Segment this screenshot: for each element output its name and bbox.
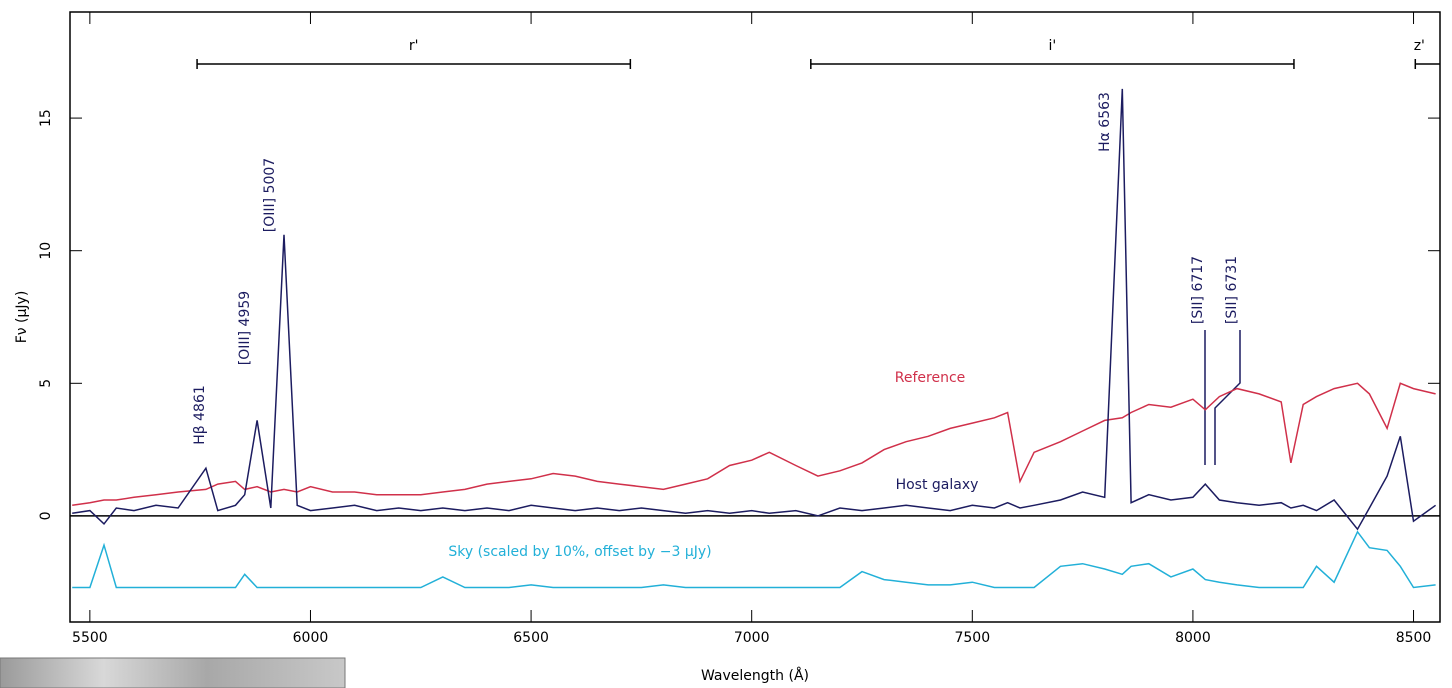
line-label: [OIII] 5007 [262, 158, 278, 232]
band-label: r' [409, 38, 419, 54]
plot-frame [69, 11, 1441, 623]
line-label: Hβ 4861 [192, 385, 208, 445]
series-line [72, 382, 1436, 507]
x-tick-label: 6000 [293, 630, 329, 646]
series-label: Sky (scaled by 10%, offset by −3 μJy) [448, 544, 711, 560]
y-tick-label: 15 [38, 109, 54, 127]
x-tick-label: 7500 [954, 630, 990, 646]
y-tick-label: 10 [38, 242, 54, 260]
line-label: Hα 6563 [1097, 92, 1113, 152]
x-tick-label: 8500 [1396, 630, 1432, 646]
x-tick-label: 7000 [734, 630, 770, 646]
y-tick-label: 5 [38, 379, 54, 388]
series-line [72, 88, 1437, 531]
x-axis-label: Wavelength (Å) [701, 667, 809, 684]
band-label: z' [1414, 38, 1425, 54]
x-tick-label: 5500 [72, 630, 108, 646]
x-tick-label: 6500 [513, 630, 549, 646]
thumbnail [0, 657, 346, 688]
series-label: Host galaxy [896, 477, 979, 493]
series-label: Reference [895, 370, 966, 386]
sii-connectors [1204, 330, 1241, 465]
y-tick-label: 0 [38, 511, 54, 520]
line-label: [OIII] 4959 [237, 291, 253, 365]
y-axis-label: Fν (μJy) [14, 291, 30, 344]
series-line [72, 530, 1436, 589]
line-label: [SII] 6731 [1224, 256, 1240, 324]
band-label: i' [1049, 38, 1057, 54]
x-tick-label: 8000 [1175, 630, 1211, 646]
line-label: [SII] 6717 [1190, 256, 1206, 324]
